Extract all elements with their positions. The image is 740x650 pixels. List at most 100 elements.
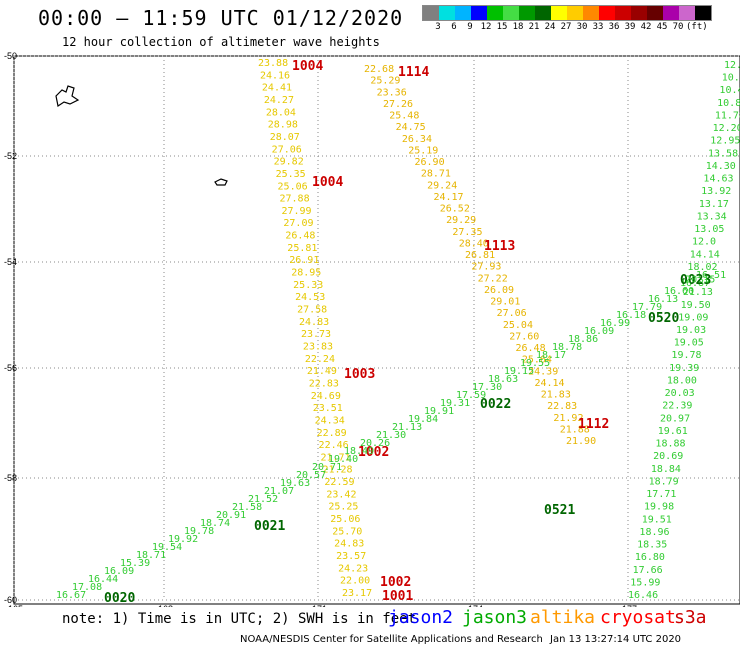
- swh-value: 26.48: [516, 343, 546, 354]
- swh-value: 24.39: [528, 366, 558, 377]
- time-label: 0023: [680, 273, 711, 288]
- swh-value: 19.39: [669, 363, 699, 374]
- lat-label: -56: [4, 363, 17, 373]
- swh-value: 11.78: [715, 110, 740, 121]
- time-label: 0022: [480, 397, 511, 412]
- swh-value: 17.66: [633, 565, 663, 576]
- footnote: note: 1) Time is in UTC; 2) SWH is in fe…: [62, 611, 417, 627]
- swh-value: 28.98: [268, 120, 298, 131]
- legend-label: 33: [592, 22, 604, 32]
- swh-value: 18.71: [136, 550, 166, 561]
- swh-value: 25.35: [276, 169, 306, 180]
- swh-value: 13.92: [701, 186, 731, 197]
- swh-value: 28.07: [270, 132, 300, 143]
- swh-value: 27.99: [281, 206, 311, 217]
- legend-label: 9: [467, 22, 473, 32]
- lat-label: -54: [4, 257, 17, 267]
- swh-value: 18.74: [200, 518, 230, 529]
- legend-swatch: [679, 6, 695, 20]
- swh-value: 22.59: [324, 477, 354, 488]
- swh-value: 25.33: [293, 280, 323, 291]
- swh-value: 25.48: [389, 111, 419, 122]
- time-label: 1002: [358, 445, 389, 460]
- swh-value: 12.0: [692, 237, 716, 248]
- swh-value: 27.06: [272, 144, 302, 155]
- time-label: 0520: [648, 311, 679, 326]
- time-label: 0020: [104, 591, 135, 606]
- swh-value: 19.63: [280, 478, 310, 489]
- legend-labels: 3 6 9 12 15 18 21 24 27 30 33 36 39 42 45 70 (ft): [422, 22, 712, 32]
- swh-value: 16.09: [104, 566, 134, 577]
- credit-line: NOAA/NESDIS Center for Satellite Applica…: [240, 634, 543, 645]
- time-label: 1002: [380, 575, 411, 590]
- swh-value: 20.03: [665, 388, 695, 399]
- swh-value: 24.27: [264, 95, 294, 106]
- swh-value: 24.16: [260, 70, 290, 81]
- swh-value: 26.09: [484, 285, 514, 296]
- swh-value: 20.15: [685, 275, 715, 286]
- swh-value: 16.09: [584, 326, 614, 337]
- swh-value: 19.09: [678, 312, 708, 323]
- swh-value: 16.44: [88, 574, 118, 585]
- swh-value: 19.98: [644, 502, 674, 513]
- lon-label: 177: [622, 604, 637, 607]
- swh-value: 27.58: [297, 305, 327, 316]
- swh-value: 15.99: [630, 577, 660, 588]
- swh-value: 22.00: [340, 576, 370, 587]
- swh-value: 21.90: [566, 436, 596, 447]
- swh-value: 19.78: [184, 526, 214, 537]
- legend-label: 6: [451, 22, 457, 32]
- swh-value: 26.91: [289, 255, 319, 266]
- legend-swatch: [695, 6, 711, 20]
- swh-value: 21.92: [553, 413, 583, 424]
- lat-label: -52: [4, 151, 17, 161]
- island-outline: [214, 178, 228, 186]
- swh-value: 28.71: [421, 169, 451, 180]
- lon-label: 168: [158, 604, 173, 607]
- swh-value: 26.48: [285, 231, 315, 242]
- swh-value: 27.09: [283, 218, 313, 229]
- swh-value: 16.67: [56, 590, 86, 601]
- lon-label: 171: [312, 604, 327, 607]
- swh-value: 20.97: [660, 413, 690, 424]
- swh-value: 20.57: [296, 470, 326, 481]
- swh-value: 18.86: [568, 334, 598, 345]
- lon-label: 165: [8, 604, 23, 607]
- legend-swatch: [647, 6, 663, 20]
- swh-value: 21.13: [392, 422, 422, 433]
- lon-label: 174: [468, 604, 483, 607]
- swh-value: 12.20: [713, 123, 740, 134]
- swh-value: 29.82: [274, 157, 304, 168]
- swh-value: 16.18: [616, 310, 646, 321]
- swh-value: 19.61: [658, 426, 688, 437]
- legend-swatch: [423, 6, 439, 20]
- swh-value: 19.54: [152, 542, 182, 553]
- swh-value: 20.69: [653, 451, 683, 462]
- swh-value: 23.36: [377, 87, 407, 98]
- legend-swatch: [471, 6, 487, 20]
- swh-value: 20.91: [216, 510, 246, 521]
- swh-value: 27.22: [478, 273, 508, 284]
- swh-value: 18.84: [651, 464, 681, 475]
- swh-value: 16.13: [648, 294, 678, 305]
- swh-value: 29.29: [446, 215, 476, 226]
- swh-value: 21.88: [560, 424, 590, 435]
- lat-label: -58: [4, 473, 17, 483]
- time-label: 1114: [398, 65, 429, 80]
- swh-value: 21.49: [307, 366, 337, 377]
- legend-color-bar: [422, 5, 712, 21]
- swh-value: 22.24: [305, 354, 335, 365]
- legend-label: 42: [640, 22, 652, 32]
- swh-value: 21.71: [321, 452, 351, 463]
- legend-label: 12: [480, 22, 492, 32]
- legend-swatch: [583, 6, 599, 20]
- swh-value: 22.46: [319, 440, 349, 451]
- swh-value: 10.84: [717, 98, 740, 109]
- swh-value: 12.95: [710, 136, 740, 147]
- swh-value: 28.95: [291, 268, 321, 279]
- swh-value: 18.88: [655, 439, 685, 450]
- time-label: 1001: [382, 589, 413, 604]
- swh-value: 19.31: [440, 398, 470, 409]
- timestamp: Jan 13 13:27:14 UTC 2020: [550, 634, 682, 645]
- swh-value: 16.60: [664, 286, 694, 297]
